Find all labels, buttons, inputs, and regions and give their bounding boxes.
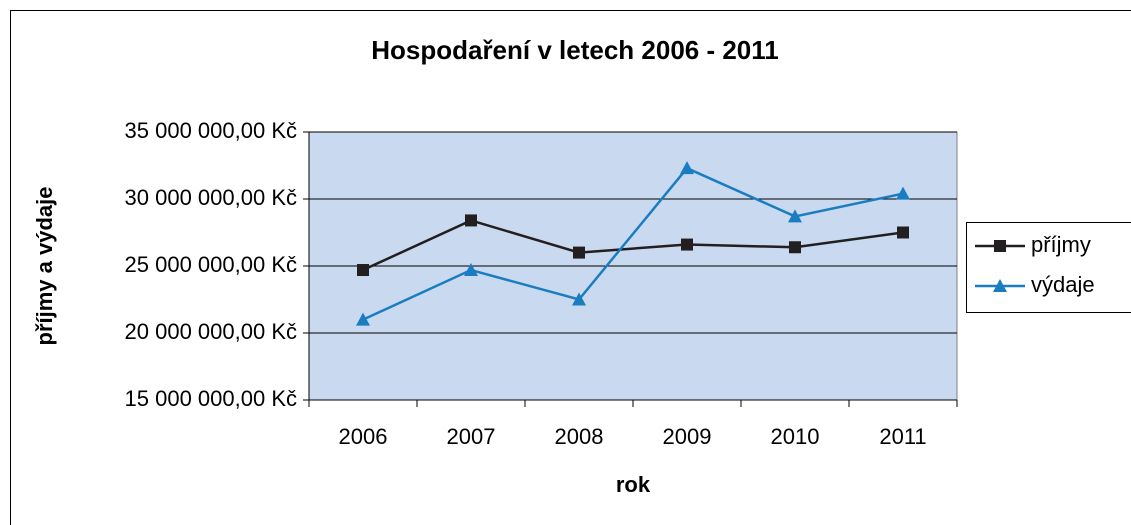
marker (896, 186, 910, 200)
y-tick-label: 35 000 000,00 Kč (125, 118, 297, 143)
x-tick-label: 2010 (771, 424, 820, 449)
x-tick-label: 2008 (555, 424, 604, 449)
y-tick-label: 25 000 000,00 Kč (125, 252, 297, 277)
marker (573, 246, 585, 259)
marker (357, 264, 369, 277)
marker (897, 226, 909, 239)
marker (464, 263, 478, 277)
marker (993, 279, 1007, 292)
x-tick-label: 2007 (447, 424, 496, 449)
series-line (362, 166, 904, 321)
series-line (362, 219, 904, 272)
y-tick-label: 30 000 000,00 Kč (125, 185, 297, 210)
marker (681, 238, 693, 251)
y-tick-label: 20 000 000,00 Kč (125, 319, 297, 344)
marker (994, 240, 1006, 252)
y-axis-title: příjmy a výdaje (32, 187, 57, 346)
marker (572, 292, 586, 306)
marker (465, 214, 477, 227)
marker (680, 161, 694, 175)
legend-label: příjmy (1031, 232, 1091, 257)
y-tick-label: 15 000 000,00 Kč (125, 386, 297, 411)
x-tick-label: 2006 (339, 424, 388, 449)
x-tick-label: 2009 (663, 424, 712, 449)
x-tick-label: 2011 (879, 424, 926, 449)
legend-label: výdaje (1031, 272, 1095, 297)
x-axis-title: rok (616, 472, 651, 497)
legend-box (966, 222, 1131, 313)
marker (789, 241, 801, 254)
marker (356, 312, 370, 326)
marker (788, 209, 802, 223)
chart-title: Hospodaření v letech 2006 - 2011 (371, 35, 779, 65)
